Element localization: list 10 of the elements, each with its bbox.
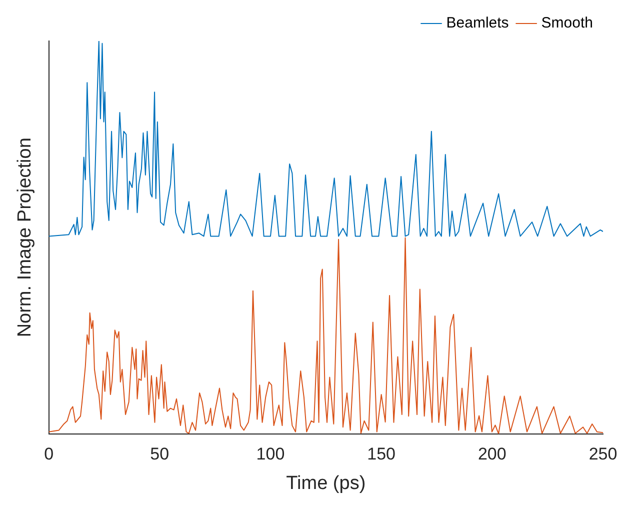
x-tick-label: 150 (367, 444, 396, 464)
x-tick-label: 250 (588, 444, 618, 464)
x-tick-label: 50 (150, 444, 170, 464)
legend-label: Smooth (541, 14, 594, 32)
legend-label: Beamlets (446, 14, 509, 32)
x-axis-title: Time (ps) (286, 472, 366, 494)
y-axis-title: Norm. Image Projection (14, 138, 36, 338)
x-tick-label: 100 (256, 444, 285, 464)
x-tick-label: 200 (478, 444, 506, 464)
x-tick-label: 0 (44, 444, 54, 464)
